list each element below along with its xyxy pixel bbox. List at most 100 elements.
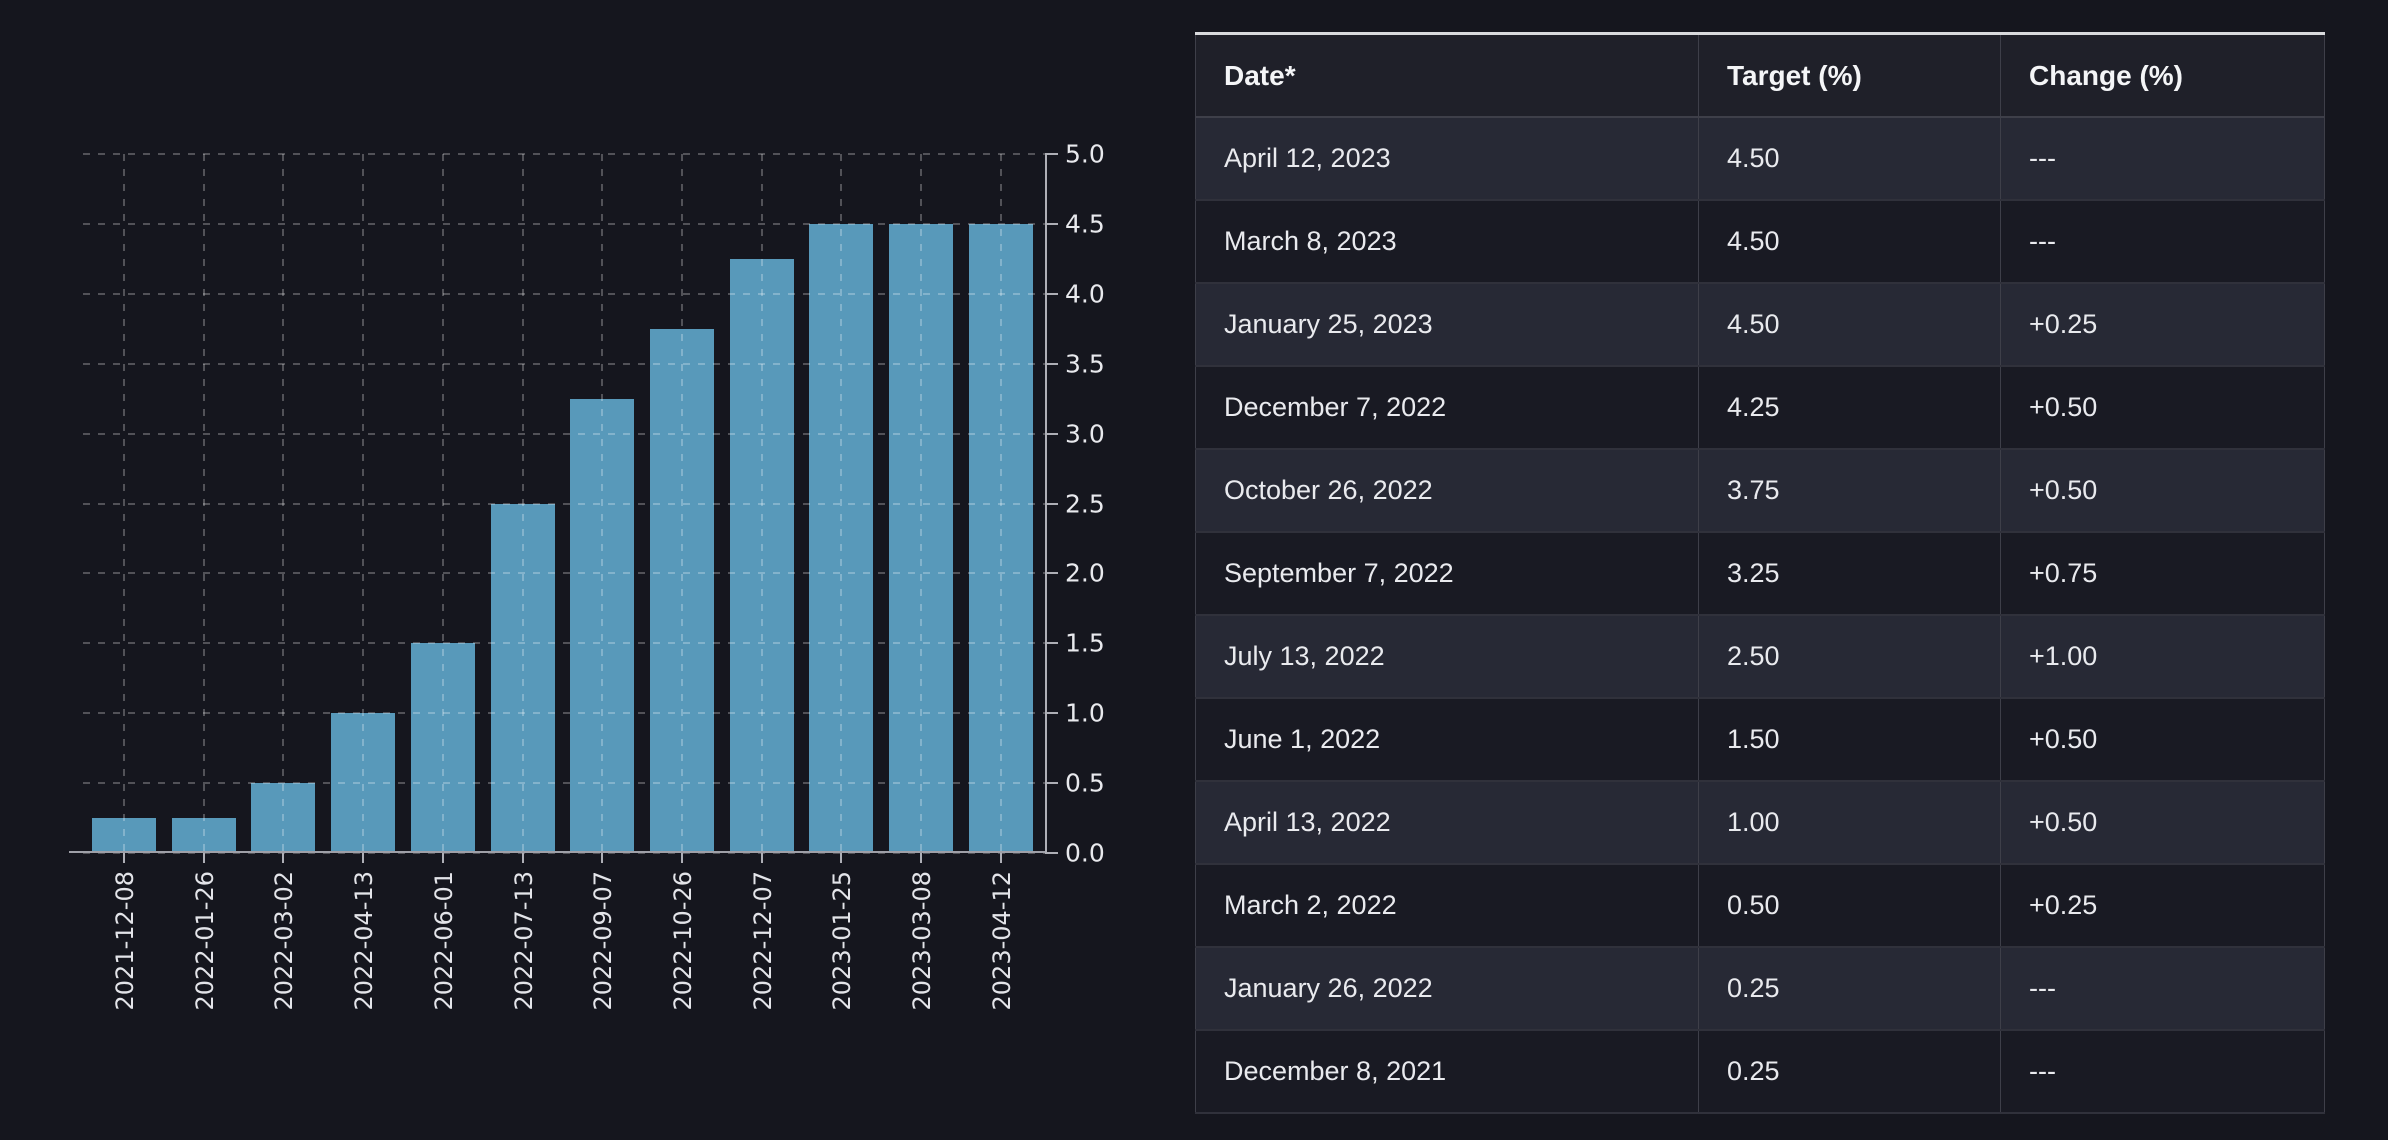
bar-2022-04-13	[331, 713, 396, 853]
y-axis-tick	[1045, 572, 1058, 575]
change-cell: +1.00	[2000, 615, 2325, 699]
target-cell: 2.50	[1698, 615, 2001, 699]
gridline-horizontal	[83, 642, 1045, 645]
target-cell: 0.25	[1698, 947, 2001, 1031]
x-tick-label-text: 2021-12-08	[111, 871, 139, 1011]
change-cell: +0.25	[2000, 864, 2325, 948]
x-axis-tick	[123, 853, 125, 863]
change-cell: ---	[2000, 1030, 2325, 1114]
change-cell: ---	[2000, 117, 2325, 201]
y-axis-tick	[1045, 222, 1058, 225]
bar-2022-12-07	[729, 258, 794, 853]
y-axis-tick	[1045, 782, 1058, 785]
x-axis-tick	[282, 853, 285, 863]
x-tick-label-text: 2022-06-01	[429, 871, 458, 1011]
date-cell: June 1, 2022	[1195, 698, 1699, 782]
x-tick-label-text: 2022-03-02	[270, 871, 299, 1011]
gridline-horizontal	[83, 432, 1045, 435]
x-axis-tick	[202, 853, 205, 863]
table-row: October 26, 2022 3.75 +0.50	[1195, 449, 2325, 533]
y-axis-tick	[1045, 642, 1058, 645]
target-cell: 4.25	[1698, 366, 2001, 450]
date-cell: September 7, 2022	[1195, 532, 1699, 616]
change-cell: +0.25	[2000, 283, 2325, 367]
target-cell: 3.75	[1698, 449, 2001, 533]
change-cell: +0.50	[2000, 366, 2325, 450]
date-cell: December 8, 2021	[1195, 1030, 1699, 1114]
gridline-vertical	[920, 154, 922, 853]
y-tick-label: 2.0	[1065, 558, 1105, 588]
change-cell: +0.75	[2000, 532, 2325, 616]
table-header-row: Date* Target (%) Change (%)	[1195, 32, 2325, 118]
table-row: June 1, 2022 1.50 +0.50	[1195, 698, 2325, 782]
gridline-horizontal	[83, 712, 1045, 715]
date-cell: March 8, 2023	[1195, 200, 1699, 284]
gridline-horizontal	[83, 852, 1045, 854]
x-tick-label-text: 2022-01-26	[190, 871, 219, 1011]
policy-rate-bar-chart: 2021-12-08 2022-01-26 2022-03-02 2022-04-13…	[0, 0, 1160, 1140]
gridline-vertical	[521, 154, 524, 853]
target-cell: 1.50	[1698, 698, 2001, 782]
gridline-vertical	[123, 154, 125, 853]
x-axis-tick	[760, 853, 763, 863]
date-cell: October 26, 2022	[1195, 449, 1699, 533]
change-cell: +0.50	[2000, 449, 2325, 533]
table-row: July 13, 2022 2.50 +1.00	[1195, 615, 2325, 699]
table-row: April 13, 2022 1.00 +0.50	[1195, 781, 2325, 865]
x-tick-label: 2023-04-12	[988, 871, 1127, 1010]
gridline-horizontal	[83, 292, 1045, 295]
gridline-horizontal	[83, 782, 1045, 785]
y-axis-tick	[1045, 852, 1058, 854]
x-tick-label-text: 2022-12-07	[748, 871, 777, 1011]
table-row: March 8, 2023 4.50 ---	[1195, 200, 2325, 284]
gridline-vertical	[680, 154, 683, 853]
x-axis-tick	[920, 853, 922, 863]
rate-decisions-table: Date* Target (%) Change (%) April 12, 20…	[1195, 32, 2325, 1114]
date-cell: January 25, 2023	[1195, 283, 1699, 367]
gridline-vertical	[362, 154, 365, 853]
bar-2023-01-25	[809, 223, 874, 853]
target-cell: 4.50	[1698, 200, 2001, 284]
table-row: April 12, 2023 4.50 ---	[1195, 117, 2325, 201]
y-axis-tick	[1045, 432, 1058, 435]
gridline-horizontal	[83, 153, 1045, 155]
y-tick-label: 1.0	[1065, 698, 1105, 728]
table-row: January 26, 2022 0.25 ---	[1195, 947, 2325, 1031]
bar-2022-01-26	[171, 818, 236, 853]
change-cell: ---	[2000, 947, 2325, 1031]
y-tick-label: 5.0	[1065, 139, 1105, 169]
bar-2022-06-01	[410, 643, 475, 853]
chart-plot-area	[69, 153, 1047, 863]
date-cell: December 7, 2022	[1195, 366, 1699, 450]
column-header-target: Target (%)	[1698, 32, 2001, 118]
x-axis-tick	[362, 853, 365, 863]
bar-2023-03-08	[889, 223, 953, 853]
y-tick-label: 4.5	[1065, 209, 1105, 239]
date-cell: April 12, 2023	[1195, 117, 1699, 201]
gridline-horizontal	[83, 222, 1045, 225]
date-cell: March 2, 2022	[1195, 864, 1699, 948]
x-axis-tick	[840, 853, 843, 863]
table-body: April 12, 2023 4.50 --- March 8, 2023 4.50 --…	[1195, 117, 2325, 1114]
table-row: March 2, 2022 0.50 +0.25	[1195, 864, 2325, 948]
change-cell: ---	[2000, 200, 2325, 284]
y-axis-tick	[1045, 712, 1058, 715]
bar-2021-12-08	[92, 818, 156, 853]
table-row: January 25, 2023 4.50 +0.25	[1195, 283, 2325, 367]
y-tick-label: 0.0	[1065, 838, 1105, 868]
y-tick-label: 4.0	[1065, 279, 1105, 309]
x-tick-label-text: 2022-07-13	[509, 871, 538, 1011]
gridline-vertical	[999, 154, 1002, 853]
x-axis-line	[69, 851, 1045, 853]
target-cell: 0.25	[1698, 1030, 2001, 1114]
x-tick-label-text: 2022-04-13	[350, 871, 379, 1011]
y-axis-tick	[1045, 292, 1058, 295]
target-cell: 4.50	[1698, 117, 2001, 201]
table-row: December 8, 2021 0.25 ---	[1195, 1030, 2325, 1114]
date-cell: April 13, 2022	[1195, 781, 1699, 865]
y-tick-label: 2.5	[1065, 489, 1105, 518]
y-axis-tick	[1045, 502, 1058, 505]
gridline-vertical	[202, 154, 205, 853]
gridline-horizontal	[83, 362, 1045, 365]
x-tick-label-text: 2022-09-07	[589, 871, 618, 1011]
